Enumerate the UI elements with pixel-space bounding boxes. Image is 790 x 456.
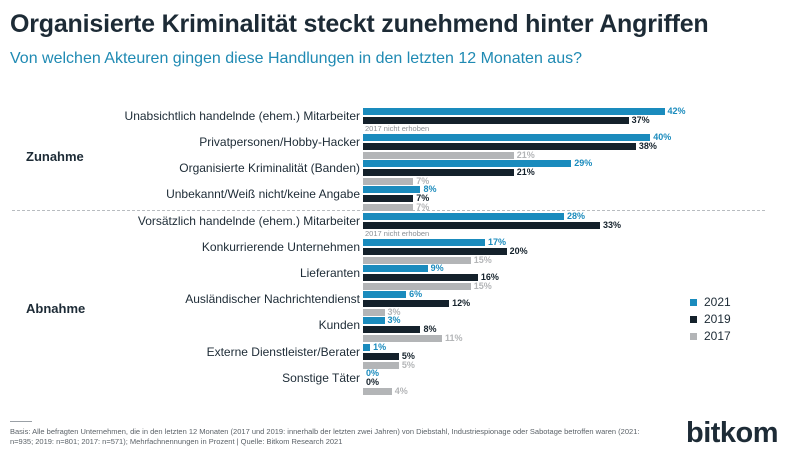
- value-label-2021: 40%: [653, 132, 672, 142]
- bar-2017: [363, 388, 392, 395]
- bar-2017: [363, 283, 471, 290]
- bar-2021: [363, 317, 385, 324]
- category-label: Vorsätzlich handelnde (ehem.) Mitarbeite…: [137, 214, 360, 228]
- value-label-2017: 21%: [516, 150, 535, 160]
- value-label-2021: 9%: [430, 263, 444, 273]
- category-label: Privatpersonen/Hobby-Hacker: [199, 135, 360, 149]
- bar-2019: [363, 117, 629, 124]
- bar-2017: [363, 152, 514, 159]
- value-label-2021: 42%: [667, 106, 686, 116]
- bar-2019: [363, 222, 600, 229]
- bar-2021: [363, 108, 665, 115]
- value-label-2019: 33%: [602, 220, 621, 230]
- value-label-2017: 11%: [444, 333, 463, 343]
- bar-2017: [363, 309, 385, 316]
- value-label-2017: 15%: [473, 281, 492, 291]
- category-label: Ausländischer Nachrichtendienst: [185, 292, 360, 306]
- value-label-2017: 15%: [473, 255, 492, 265]
- bar-2021: [363, 344, 371, 351]
- bar-2021: [363, 186, 421, 193]
- bar-2021: [363, 265, 428, 272]
- value-label-2021: 6%: [409, 289, 423, 299]
- legend-label-2017: 2017: [704, 329, 731, 343]
- value-label-2019: 8%: [423, 324, 437, 334]
- value-label-2021: 1%: [373, 342, 387, 352]
- footer-source-note: Basis: Alle befragten Unternehmen, die i…: [10, 427, 640, 446]
- legend-swatch-2017: [690, 333, 697, 340]
- bar-2021: [363, 160, 572, 167]
- chart-title: Organisierte Kriminalität steckt zunehme…: [10, 10, 709, 38]
- bar-2019: [363, 300, 450, 307]
- missing-data-note: 2017 nicht erhoben: [365, 124, 430, 133]
- bar-2017: [363, 178, 414, 185]
- bar-2021: [363, 213, 565, 220]
- bar-2019: [363, 248, 507, 255]
- bar-2021: [363, 239, 486, 246]
- bar-2017: [363, 362, 399, 369]
- category-label: Unabsichtlich handelnde (ehem.) Mitarbei…: [124, 109, 360, 123]
- value-label-2017: 7%: [416, 202, 430, 212]
- bar-2019: [363, 353, 399, 360]
- value-label-2019: 0%: [366, 377, 380, 387]
- category-label: Konkurrierende Unternehmen: [201, 240, 360, 254]
- group-label-increase: Zunahme: [26, 149, 84, 164]
- bar-2021: [363, 134, 651, 141]
- category-label: Organisierte Kriminalität (Banden): [179, 161, 360, 175]
- group-label-decrease: Abnahme: [26, 301, 86, 316]
- value-label-2021: 0%: [366, 368, 380, 378]
- footer-rule: [10, 421, 32, 422]
- bar-2019: [363, 143, 636, 150]
- bar-2019: [363, 169, 514, 176]
- value-label-2017: 3%: [387, 307, 401, 317]
- missing-data-note: 2017 nicht erhoben: [365, 229, 430, 238]
- category-label: Externe Dienstleister/Berater: [206, 345, 360, 359]
- value-label-2017: 4%: [394, 386, 408, 396]
- legend-label-2019: 2019: [704, 312, 731, 326]
- legend-label-2021: 2021: [704, 295, 731, 309]
- bar-2019: [363, 195, 414, 202]
- bar-2019: [363, 274, 478, 281]
- value-label-2021: 28%: [567, 211, 586, 221]
- chart-subtitle: Von welchen Akteuren gingen diese Handlu…: [10, 50, 582, 67]
- value-label-2019: 37%: [631, 115, 650, 125]
- value-label-2019: 21%: [516, 167, 535, 177]
- legend-swatch-2021: [690, 299, 697, 306]
- value-label-2021: 29%: [574, 158, 593, 168]
- value-label-2019: 12%: [452, 298, 471, 308]
- value-label-2017: 7%: [416, 176, 430, 186]
- category-label: Sonstige Täter: [282, 371, 360, 385]
- category-label: Unbekannt/Weiß nicht/keine Angabe: [166, 187, 360, 201]
- bar-2019: [363, 326, 421, 333]
- bar-2017: [363, 204, 414, 211]
- category-label: Kunden: [318, 318, 360, 332]
- value-label-2019: 16%: [480, 272, 499, 282]
- value-label-2019: 38%: [638, 141, 657, 151]
- value-label-2017: 5%: [401, 360, 415, 370]
- bar-2017: [363, 335, 442, 342]
- bar-2021: [363, 291, 407, 298]
- category-label: Lieferanten: [299, 266, 360, 280]
- value-label-2021: 3%: [387, 315, 401, 325]
- value-label-2019: 5%: [401, 351, 415, 361]
- value-label-2019: 7%: [416, 193, 430, 203]
- value-label-2021: 8%: [423, 184, 437, 194]
- bar-2017: [363, 257, 471, 264]
- bitkom-logo: bitkom: [686, 417, 779, 449]
- legend-swatch-2019: [690, 316, 697, 323]
- value-label-2021: 17%: [488, 237, 507, 247]
- value-label-2019: 20%: [509, 246, 528, 256]
